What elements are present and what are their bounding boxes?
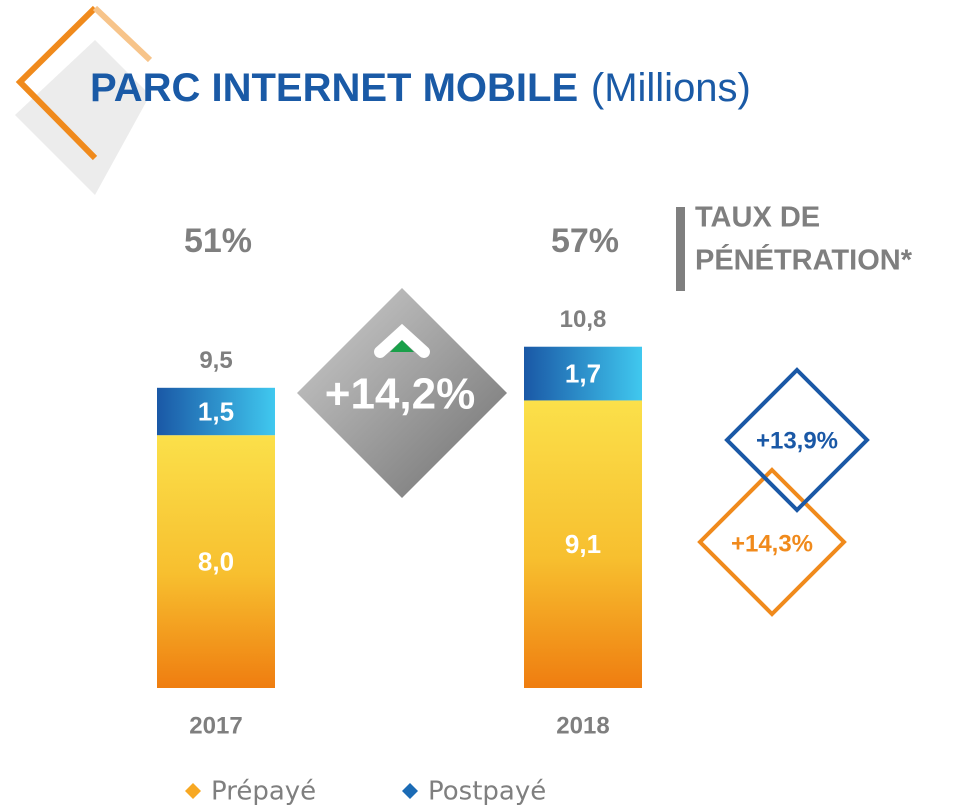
legend-label: Prépayé: [211, 777, 316, 807]
penetration-label: PÉNÉTRATION*: [695, 243, 913, 277]
x-tick-label: 2018: [556, 712, 609, 739]
total-label: 9,5: [199, 347, 232, 374]
bar-segment: [524, 346, 642, 401]
bar-segment: [524, 400, 642, 688]
chart-title: PARC INTERNET MOBILE (Millions): [90, 65, 751, 111]
decor: [92, 5, 153, 63]
x-tick-label: 2017: [189, 712, 242, 739]
value-label: 1,7: [565, 358, 601, 388]
legend-marker: [185, 783, 201, 799]
decor: [15, 5, 98, 161]
penetration-value: 51%: [184, 222, 252, 260]
growth-label: +13,9%: [756, 427, 838, 454]
growth-label: +14,3%: [731, 530, 813, 557]
title: PARC INTERNET MOBILE: [90, 66, 578, 110]
arrow-icon: [374, 323, 430, 358]
growth-badge: [697, 467, 847, 617]
value-label: 8,0: [198, 546, 234, 576]
separator: [676, 207, 685, 291]
bar-segment: [157, 387, 275, 436]
legend-label: Postpayé: [428, 777, 546, 807]
total-label: 10,8: [560, 306, 607, 333]
bar-segment: [157, 435, 275, 688]
arrow-icon: [390, 340, 414, 352]
legend-marker: [402, 783, 418, 799]
subtitle: (Millions): [591, 66, 751, 110]
value-label: 9,1: [565, 529, 601, 559]
decor: [15, 40, 150, 195]
penetration-value: 57%: [551, 222, 619, 260]
growth-badge: [724, 367, 870, 513]
growth-label: +14,2%: [325, 370, 475, 419]
value-label: 1,5: [198, 396, 234, 426]
penetration-label: TAUX DE: [695, 202, 820, 234]
growth-badge: [297, 288, 507, 498]
